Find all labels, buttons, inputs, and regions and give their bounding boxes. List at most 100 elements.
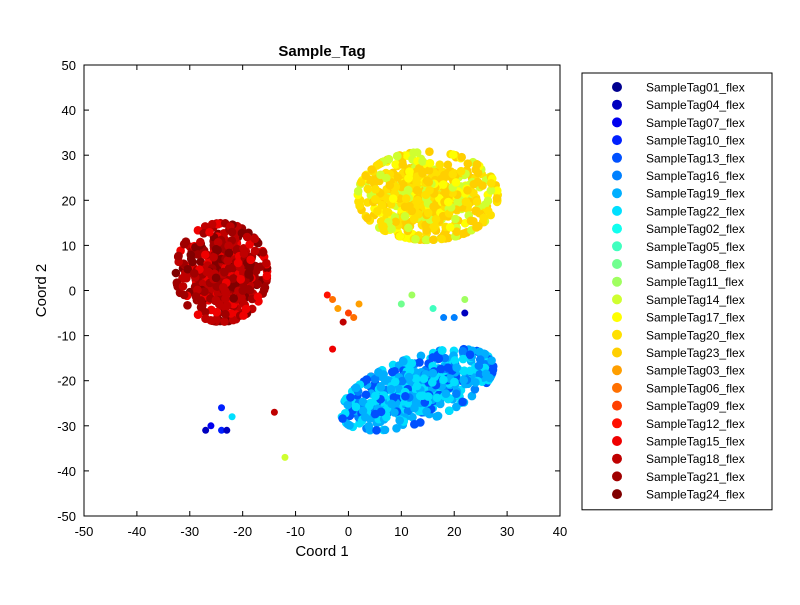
x-tick-label: -10 <box>286 524 305 539</box>
legend-label: SampleTag14_flex <box>646 293 745 307</box>
legend-label: SampleTag01_flex <box>646 81 745 95</box>
scatter-point <box>390 408 399 417</box>
scatter-point <box>355 300 363 308</box>
scatter-point <box>448 150 458 160</box>
scatter-point <box>381 173 391 183</box>
legend-label: SampleTag16_flex <box>646 169 745 183</box>
scatter-point <box>451 214 460 224</box>
scatter-point <box>233 258 243 268</box>
scatter-point <box>428 235 438 245</box>
y-tick-label: 20 <box>62 193 76 208</box>
scatter-point <box>361 390 371 400</box>
scatter-point <box>329 345 337 353</box>
scatter-point <box>191 292 201 301</box>
scatter-point <box>222 301 232 311</box>
scatter-point <box>390 377 400 387</box>
scatter-point <box>367 165 376 174</box>
legend-label: SampleTag19_flex <box>646 187 745 201</box>
legend-marker <box>612 436 622 446</box>
scatter-point <box>440 314 448 322</box>
scatter-point <box>242 232 252 242</box>
legend-label: SampleTag18_flex <box>646 452 745 466</box>
scatter-point <box>486 178 496 188</box>
scatter-point <box>483 206 493 216</box>
scatter-point <box>179 290 189 300</box>
legend-marker <box>612 241 622 252</box>
scatter-point <box>209 252 218 262</box>
scatter-point <box>378 222 388 231</box>
x-tick-label: -30 <box>180 524 199 539</box>
scatter-point <box>419 374 429 384</box>
scatter-point <box>351 402 361 412</box>
scatter-point <box>250 234 260 244</box>
scatter-point <box>439 375 448 385</box>
scatter-point <box>404 372 414 382</box>
scatter-point <box>458 346 468 356</box>
scatter-point <box>467 391 477 401</box>
scatter-point <box>281 453 289 461</box>
scatter-point <box>492 186 502 195</box>
scatter-point <box>418 169 427 178</box>
scatter-point <box>474 361 484 371</box>
scatter-point <box>363 184 373 194</box>
scatter-point <box>399 357 408 366</box>
scatter-point <box>432 412 441 421</box>
scatter-point <box>425 147 434 157</box>
scatter-point <box>400 212 410 221</box>
scatter-point <box>401 391 410 401</box>
scatter-point <box>387 399 396 409</box>
y-tick-label: 50 <box>62 58 76 73</box>
y-tick-label: -20 <box>57 374 76 389</box>
scatter-point <box>188 257 197 267</box>
scatter-point <box>452 389 461 398</box>
scatter-point <box>412 381 422 391</box>
scatter-point <box>193 285 202 295</box>
scatter-point <box>456 166 466 176</box>
scatter-point <box>408 291 416 299</box>
x-tick-label: 10 <box>394 524 408 539</box>
legend-marker <box>612 329 622 340</box>
legend-marker <box>612 82 622 92</box>
scatter-point <box>339 318 347 326</box>
legend-marker <box>612 418 622 429</box>
scatter-point <box>356 178 366 187</box>
scatter-point <box>196 257 205 267</box>
scatter-point <box>422 226 431 235</box>
legend-label: SampleTag15_flex <box>646 435 745 449</box>
scatter-point <box>384 154 394 164</box>
legend-label: SampleTag06_flex <box>646 381 745 395</box>
scatter-point <box>380 425 390 435</box>
scatter-point <box>212 307 221 317</box>
scatter-point <box>239 311 248 320</box>
scatter-point <box>178 281 188 291</box>
scatter-point <box>485 373 495 383</box>
scatter-point <box>483 196 493 206</box>
scatter-point <box>437 234 446 244</box>
scatter-point <box>397 300 405 308</box>
scatter-point <box>474 221 483 231</box>
scatter-point <box>362 375 372 384</box>
scatter-point <box>416 351 426 361</box>
legend-marker <box>612 382 622 393</box>
scatter-point <box>371 184 380 194</box>
y-axis-label: Coord 2 <box>33 264 50 317</box>
scatter-point <box>412 196 422 206</box>
scatter-point <box>211 244 221 254</box>
scatter-point <box>416 418 425 427</box>
legend-marker <box>612 276 622 287</box>
scatter-point <box>228 315 238 325</box>
scatter-point <box>452 227 462 237</box>
scatter-point <box>350 314 358 322</box>
scatter-point <box>370 374 380 384</box>
scatter-point <box>466 216 476 226</box>
scatter-point <box>472 197 482 206</box>
scatter-point <box>422 407 431 416</box>
x-tick-label: 30 <box>500 524 514 539</box>
scatter-point <box>440 188 450 197</box>
scatter-point <box>443 363 453 373</box>
scatter-point <box>398 160 408 170</box>
scatter-point <box>390 366 400 376</box>
scatter-point <box>365 401 374 411</box>
scatter-point <box>186 250 196 260</box>
